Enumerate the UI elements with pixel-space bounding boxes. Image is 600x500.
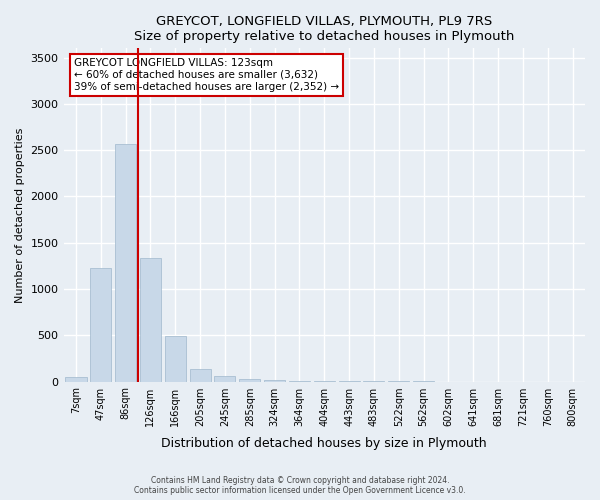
Bar — [289, 381, 310, 382]
Bar — [65, 377, 86, 382]
Title: GREYCOT, LONGFIELD VILLAS, PLYMOUTH, PL9 7RS
Size of property relative to detach: GREYCOT, LONGFIELD VILLAS, PLYMOUTH, PL9… — [134, 15, 514, 43]
Bar — [115, 144, 136, 382]
Bar — [90, 268, 112, 382]
Y-axis label: Number of detached properties: Number of detached properties — [15, 127, 25, 302]
Bar — [140, 258, 161, 382]
Bar — [239, 379, 260, 382]
X-axis label: Distribution of detached houses by size in Plymouth: Distribution of detached houses by size … — [161, 437, 487, 450]
Bar — [264, 380, 285, 382]
Text: GREYCOT LONGFIELD VILLAS: 123sqm
← 60% of detached houses are smaller (3,632)
39: GREYCOT LONGFIELD VILLAS: 123sqm ← 60% o… — [74, 58, 339, 92]
Bar — [190, 368, 211, 382]
Text: Contains HM Land Registry data © Crown copyright and database right 2024.
Contai: Contains HM Land Registry data © Crown c… — [134, 476, 466, 495]
Bar — [165, 336, 186, 382]
Bar — [214, 376, 235, 382]
